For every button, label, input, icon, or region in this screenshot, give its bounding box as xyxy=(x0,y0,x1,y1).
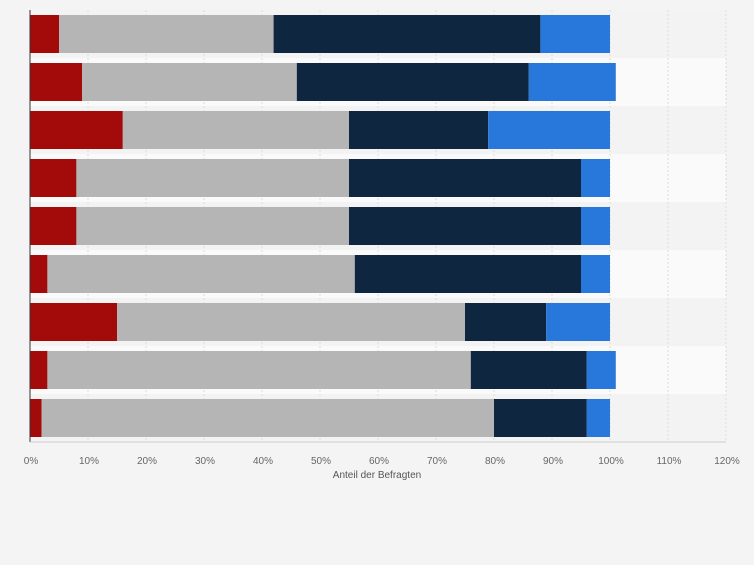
bar-segment-2 xyxy=(41,399,494,437)
bar-segment-3 xyxy=(273,15,541,53)
bar-segment-1 xyxy=(30,159,77,197)
bar-segment-3 xyxy=(349,207,581,245)
bar-segment-2 xyxy=(47,255,355,293)
x-tick-label: 10% xyxy=(79,456,99,467)
bar-segment-1 xyxy=(30,15,59,53)
bar-segment-3 xyxy=(470,351,587,389)
bar-segment-1 xyxy=(30,351,48,389)
x-tick-label: 50% xyxy=(311,456,331,467)
bar-segment-4 xyxy=(586,351,616,389)
x-tick-label: 60% xyxy=(369,456,389,467)
bar-segment-1 xyxy=(30,111,123,149)
bar-segment-4 xyxy=(581,207,610,245)
x-tick-label: 20% xyxy=(137,456,157,467)
bar-segment-4 xyxy=(488,111,610,149)
bar-segment-1 xyxy=(30,399,42,437)
bar-segment-4 xyxy=(586,399,610,437)
x-tick-label: 100% xyxy=(598,456,624,467)
bars xyxy=(30,15,616,437)
bar-segment-3 xyxy=(349,111,489,149)
bar-segment-4 xyxy=(540,15,610,53)
bar-segment-2 xyxy=(76,159,350,197)
bar-segment-1 xyxy=(30,207,77,245)
x-tick-label: 90% xyxy=(543,456,563,467)
bar-segment-3 xyxy=(465,303,547,341)
bar-segment-1 xyxy=(30,255,48,293)
bar-segment-3 xyxy=(354,255,581,293)
x-tick-label: 0% xyxy=(24,456,39,467)
bar-segment-2 xyxy=(122,111,349,149)
x-tick-label: 70% xyxy=(427,456,447,467)
bar-segment-2 xyxy=(76,207,350,245)
x-tick-label: 30% xyxy=(195,456,215,467)
axes xyxy=(29,10,726,443)
bar-segment-4 xyxy=(546,303,610,341)
bar-segment-2 xyxy=(82,63,297,101)
x-tick-label: 40% xyxy=(253,456,273,467)
bar-segment-4 xyxy=(581,159,610,197)
x-tick-label: 80% xyxy=(485,456,505,467)
bar-segment-4 xyxy=(528,63,616,101)
bar-segment-4 xyxy=(581,255,610,293)
bar-segment-3 xyxy=(349,159,581,197)
bar-segment-3 xyxy=(296,63,529,101)
bar-segment-1 xyxy=(30,63,83,101)
bar-segment-2 xyxy=(117,303,465,341)
x-tick-label: 110% xyxy=(657,456,682,467)
x-tick-labels: 0% 10% 20% 30% 40% 50% 60% 70% 80% 90% 100% 110% 120… xyxy=(24,456,740,467)
bar-segment-2 xyxy=(47,351,471,389)
bar-segment-1 xyxy=(30,303,117,341)
bar-segment-2 xyxy=(59,15,274,53)
x-tick-label: 120% xyxy=(714,456,740,467)
x-axis-title: Anteil der Befragten xyxy=(333,470,421,481)
bar-segment-3 xyxy=(494,399,587,437)
